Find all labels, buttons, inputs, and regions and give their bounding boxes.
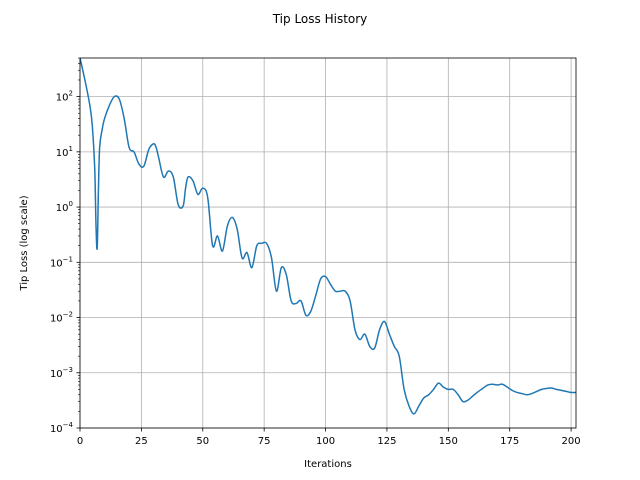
y-tick-label: 10−4 xyxy=(50,421,74,435)
y-tick-label: 100 xyxy=(56,200,73,214)
x-tick-label: 175 xyxy=(500,436,519,447)
chart-title: Tip Loss History xyxy=(272,12,368,26)
x-axis-title: Iterations xyxy=(304,459,352,470)
x-tick-label: 200 xyxy=(562,436,581,447)
x-tick-label: 125 xyxy=(377,436,396,447)
x-tick-label: 100 xyxy=(316,436,335,447)
plot-frame xyxy=(79,57,577,429)
x-tick-label: 25 xyxy=(135,436,148,447)
grid xyxy=(79,58,576,429)
y-tick-label: 10−1 xyxy=(50,255,73,269)
series-line xyxy=(80,58,576,415)
x-tick-label: 75 xyxy=(258,436,271,447)
x-tick-label: 50 xyxy=(196,436,209,447)
x-tick-label: 150 xyxy=(439,436,458,447)
y-axis: 10−4 10−3 10−2 10−1 100 101 102 xyxy=(50,57,80,435)
x-tick-label: 0 xyxy=(77,436,83,447)
plot-area xyxy=(80,58,576,415)
y-tick-label: 10−2 xyxy=(50,311,73,325)
y-axis-title: Tip Loss (log scale) xyxy=(19,195,30,291)
y-tick-label: 102 xyxy=(56,90,73,104)
y-tick-label: 10−3 xyxy=(50,366,73,380)
y-tick-label: 101 xyxy=(56,145,73,159)
x-axis: 0 25 50 75 100 125 150 175 200 xyxy=(77,428,581,447)
